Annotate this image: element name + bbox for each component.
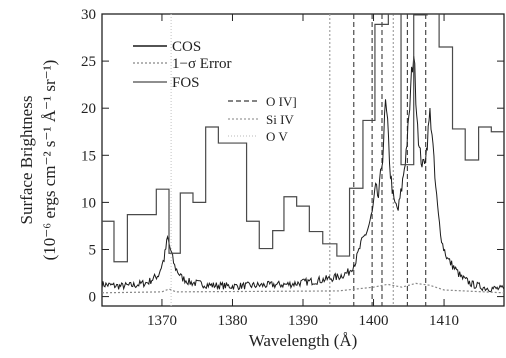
legend-label-oiv: O IV]	[266, 94, 297, 109]
series-fos	[102, 14, 504, 263]
x-tick-label-1410: 1410	[429, 313, 459, 329]
y-tick-label-0: 0	[89, 290, 97, 306]
series-layer	[102, 14, 504, 294]
x-tick-label-1390: 1390	[288, 313, 318, 329]
y-tick-label-25: 25	[81, 54, 96, 70]
y-tick-label-15: 15	[81, 148, 96, 164]
legend-label-error: 1−σ Error	[172, 56, 231, 72]
series-1error	[102, 282, 504, 294]
x-tick-label-1370: 1370	[147, 313, 177, 329]
y-tick-label-5: 5	[89, 242, 97, 258]
line-id-legend: O IV] Si IV O V	[228, 94, 297, 144]
x-tick-label-1400: 1400	[359, 313, 389, 329]
series-cos	[102, 56, 504, 293]
y-axis-label-line1: Surface Brightness	[17, 96, 36, 225]
reference-lines	[170, 14, 427, 306]
y-axis-label-line2: (10⁻⁶ ergs cm⁻² s⁻¹ Å⁻¹ sr⁻¹)	[40, 60, 59, 261]
x-axis-label: Wavelength (Å)	[249, 331, 358, 350]
x-tick-label-1380: 1380	[217, 313, 247, 329]
y-tick-label-30: 30	[81, 7, 96, 23]
legend-label-siiv: Si IV	[266, 112, 294, 127]
legend-label-fos: FOS	[172, 75, 200, 91]
y-tick-label-20: 20	[81, 101, 96, 117]
y-tick-label-10: 10	[81, 195, 96, 211]
legend-label-ov: O V	[266, 129, 288, 144]
legend-label-cos: COS	[172, 39, 201, 55]
series-legend: COS 1−σ Error FOS	[133, 39, 231, 91]
axis-ticks: 1370 1380 1390 1400 1410 0 5 10 15 20 25 30	[81, 7, 504, 329]
